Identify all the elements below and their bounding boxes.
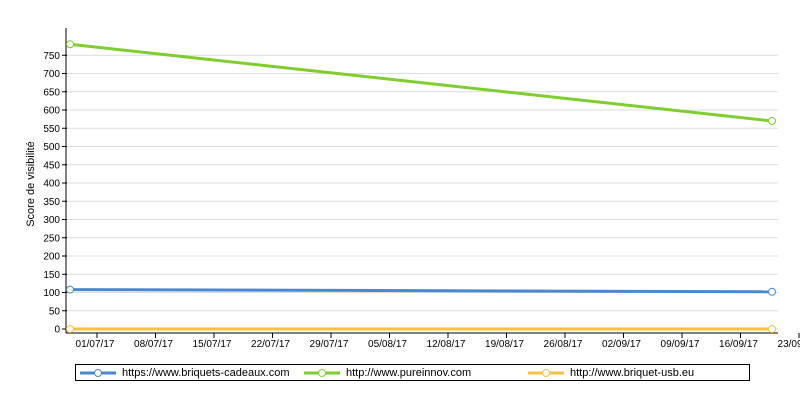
- y-tick-label: 500: [43, 142, 60, 153]
- data-point[interactable]: [66, 285, 74, 294]
- x-tick-label: 01/07/17: [76, 339, 115, 350]
- legend-item-briquet-usb[interactable]: http://www.briquet-usb.eu: [528, 365, 694, 380]
- x-tick-label: 02/09/17: [602, 339, 641, 350]
- y-tick-label: 350: [43, 197, 60, 208]
- y-tick-label: 150: [43, 270, 60, 281]
- x-tick-label: 22/07/17: [251, 339, 290, 350]
- x-tick-label: 09/09/17: [661, 339, 700, 350]
- x-tick-label: 29/07/17: [310, 339, 349, 350]
- series-line: [69, 42, 773, 123]
- series-lines: [66, 40, 776, 333]
- y-tick-label: 450: [43, 160, 60, 171]
- y-tick-label: 250: [43, 233, 60, 244]
- legend-item-briquets-cadeaux[interactable]: https://www.briquets-cadeaux.com: [80, 365, 290, 380]
- legend-label-briquet-usb: http://www.briquet-usb.eu: [570, 366, 695, 379]
- legend-item-pureinnov[interactable]: http://www.pureinnov.com: [304, 365, 471, 380]
- y-axis: 0 50 100 150 200 250 300 350 400 450 500 550 600 650 7…: [43, 28, 67, 336]
- data-point[interactable]: [66, 325, 74, 333]
- x-tick-label: 26/08/17: [544, 339, 583, 350]
- x-tick-label: 19/08/17: [485, 339, 524, 350]
- data-point[interactable]: [768, 116, 776, 125]
- y-tick-label: 550: [43, 124, 60, 135]
- legend-swatch-briquet-usb: [528, 368, 564, 377]
- y-tick-label: 650: [43, 87, 60, 98]
- series-line: [69, 288, 773, 294]
- x-tick-label: 23/09/17: [778, 339, 800, 350]
- y-tick-label: 750: [43, 51, 60, 62]
- gridlines: [66, 54, 778, 330]
- x-tick-label: 08/07/17: [134, 339, 173, 350]
- y-tick-label: 700: [43, 69, 60, 80]
- legend-swatch-briquets-cadeaux: [80, 368, 116, 377]
- data-point[interactable]: [768, 287, 776, 296]
- x-tick-label: 12/08/17: [427, 339, 466, 350]
- y-tick-label: 300: [43, 215, 60, 226]
- legend-label-pureinnov: http://www.pureinnov.com: [346, 366, 472, 379]
- legend-swatch-pureinnov: [304, 368, 340, 377]
- x-tick-label: 16/09/17: [719, 339, 758, 350]
- data-point[interactable]: [768, 325, 776, 333]
- legend: https://www.briquets-cadeaux.com http://…: [75, 364, 750, 381]
- y-tick-label: 100: [43, 288, 60, 299]
- x-tick-label: 15/07/17: [193, 339, 232, 350]
- x-tick-label: 05/08/17: [368, 339, 407, 350]
- y-tick-label: 400: [43, 179, 60, 190]
- y-tick-label: 600: [43, 106, 60, 117]
- x-axis: 01/07/17 08/07/17 15/07/17 22/07/17 29/07/17…: [66, 332, 800, 350]
- data-point[interactable]: [66, 40, 74, 49]
- y-tick-label: 50: [49, 306, 61, 317]
- y-tick-label: 0: [54, 325, 60, 336]
- y-tick-label: 200: [43, 252, 60, 263]
- y-axis-label: Score de visibilité: [25, 141, 37, 227]
- legend-label-briquets-cadeaux: https://www.briquets-cadeaux.com: [122, 366, 290, 379]
